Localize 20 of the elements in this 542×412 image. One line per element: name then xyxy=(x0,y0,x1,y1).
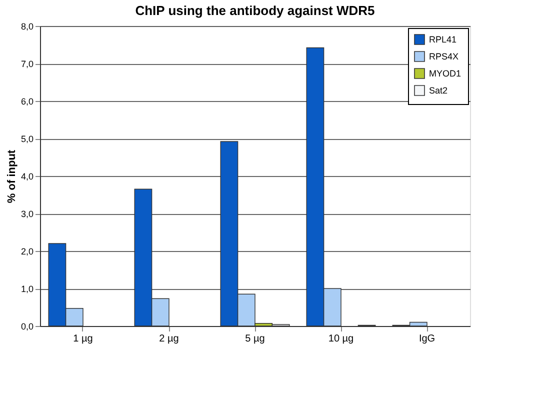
x-tick-label: 1 µg xyxy=(73,334,93,344)
legend-label: MYOD1 xyxy=(429,68,462,78)
legend-label: Sat2 xyxy=(429,86,448,96)
y-tick-label: 4,0 xyxy=(20,172,34,182)
y-tick-label: 6,0 xyxy=(20,96,34,106)
y-tick-label: 8,0 xyxy=(20,22,34,32)
x-tick-label: 5 µg xyxy=(245,334,265,344)
y-tick-label: 3,0 xyxy=(20,209,34,219)
y-tick-label: 7,0 xyxy=(20,59,34,69)
legend-label: RPS4X xyxy=(429,52,459,62)
y-tick-label: 2,0 xyxy=(20,246,34,256)
y-axis-title: % of input xyxy=(6,150,18,204)
legend-label: RPL41 xyxy=(429,34,457,44)
y-tick-label: 0,0 xyxy=(20,322,34,332)
y-tick-label: 1,0 xyxy=(20,284,34,294)
x-tick-label: 10 µg xyxy=(328,334,354,344)
y-tick-label: 5,0 xyxy=(20,134,34,144)
chart-title: ChIP using the antibody against WDR5 xyxy=(135,3,375,18)
x-tick-label: IgG xyxy=(418,334,436,344)
x-tick-label: 2 µg xyxy=(159,334,179,344)
